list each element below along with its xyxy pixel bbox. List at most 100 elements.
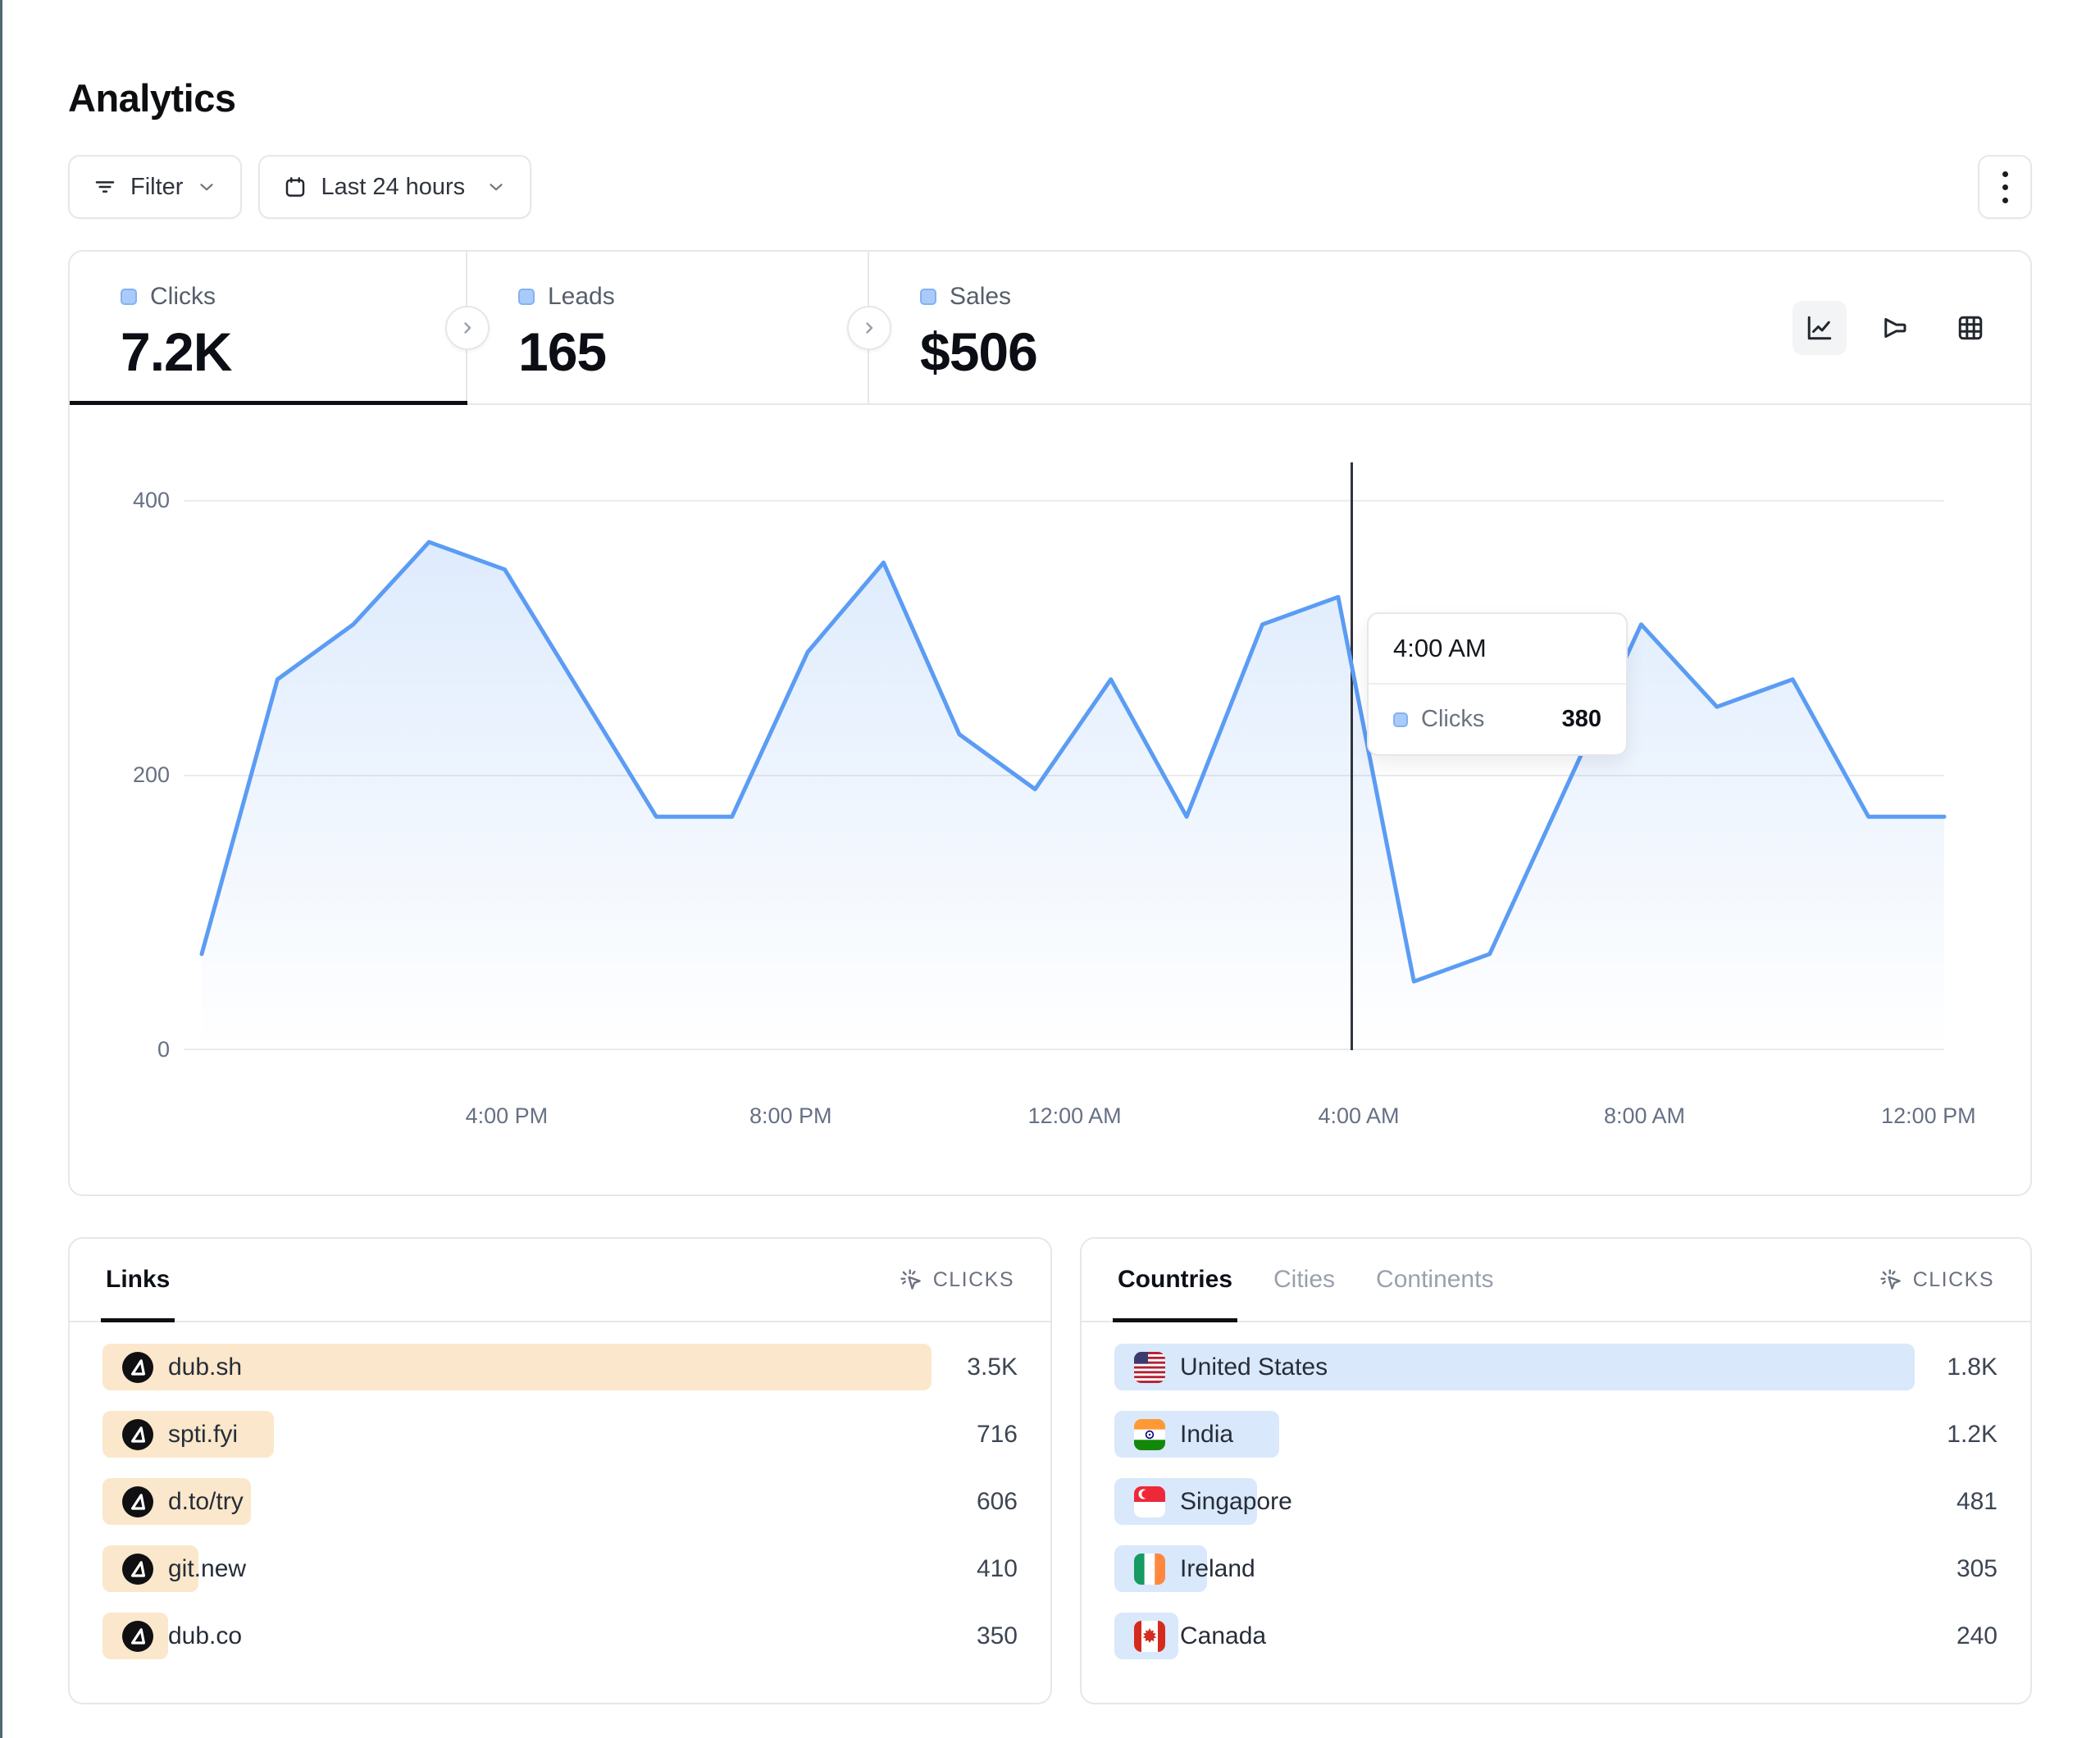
kebab-dot [2002,197,2008,203]
y-tick-label: 400 [132,487,170,512]
x-tick-label: 12:00 AM [1027,1103,1122,1128]
link-row[interactable]: d.to/try 606 [102,1478,1018,1525]
country-row[interactable]: Singapore 481 [1114,1478,1998,1525]
window-edge-accent [0,0,2,1738]
row-label: Ireland [1180,1554,1255,1582]
row-label: India [1180,1420,1234,1448]
row-label: Canada [1180,1622,1267,1649]
expand-leads-chevron-button[interactable] [847,306,891,350]
links-metric-selector[interactable]: CLICKS [899,1239,1014,1321]
funnel-chart-toggle-button[interactable] [1868,301,1922,355]
dub-logo-icon [122,1485,153,1517]
table-view-toggle-button[interactable] [1943,301,1998,355]
row-label: git.new [168,1554,247,1582]
date-range-button[interactable]: Last 24 hours [258,155,532,219]
cursor-click-icon [1879,1267,1903,1292]
plot-area[interactable] [184,462,1947,1050]
tab-sales[interactable]: Sales $506 [869,252,1271,403]
y-axis-labels: 0 200 400 [70,462,170,1062]
row-label: dub.co [168,1622,243,1649]
tab-leads-value: 165 [518,321,607,382]
tab-sales-value: $506 [920,321,1038,382]
stats-tabstrip: Clicks 7.2K Leads 165 Sales $506 [70,252,2030,405]
row-value: 410 [976,1554,1018,1582]
x-tick-label: 4:00 AM [1318,1103,1400,1128]
link-row[interactable]: dub.co 350 [102,1613,1018,1659]
dub-logo-icon [122,1351,153,1383]
geo-panel-header: Countries Cities Continents CLICKS [1082,1239,2030,1322]
filter-button[interactable]: Filter [68,155,243,219]
row-value: 1.2K [1947,1420,1998,1448]
in-flag-icon [1134,1418,1165,1450]
row-label: United States [1180,1353,1328,1381]
geo-metric-label: CLICKS [1912,1267,1994,1291]
links-metric-label: CLICKS [932,1267,1014,1291]
tab-clicks-value: 7.2K [121,321,232,382]
row-value: 3.5K [967,1353,1018,1381]
row-value: 240 [1956,1622,1998,1649]
tab-clicks[interactable]: Clicks 7.2K [70,252,467,405]
tooltip-series-label: Clicks [1421,706,1485,732]
row-label: dub.sh [168,1353,243,1381]
geo-rows: United States 1.8K India 1.2K Singapore 481 Ir… [1082,1322,2030,1659]
y-tick-label: 200 [132,762,170,787]
dub-logo-icon [122,1418,153,1450]
row-value: 350 [976,1622,1018,1649]
tooltip-legend-square [1393,712,1408,727]
tab-leads[interactable]: Leads 165 [467,252,869,403]
chart-canvas [184,462,1947,1050]
line-chart-toggle-button[interactable] [1793,300,1847,355]
geo-panel: Countries Cities Continents CLICKS United … [1080,1237,2032,1704]
geo-metric-selector[interactable]: CLICKS [1879,1239,1994,1321]
kebab-dot [2002,184,2008,190]
sales-legend-square [920,289,936,305]
row-value: 606 [976,1487,1018,1515]
x-axis-labels: 4:00 PM 8:00 PM 12:00 AM 4:00 AM 8:00 AM 12:0… [184,1103,1976,1136]
row-label: spti.fyi [168,1420,239,1448]
row-value: 481 [1956,1487,1998,1515]
leads-legend-square [518,289,535,305]
country-row[interactable]: Canada 240 [1114,1613,1998,1659]
kebab-dot [2002,171,2008,177]
chart-tooltip: 4:00 AM Clicks 380 [1367,612,1628,756]
page-title: Analytics [68,76,236,120]
sg-flag-icon [1134,1485,1165,1517]
tab-links[interactable]: Links [100,1239,175,1322]
tab-cities[interactable]: Cities [1273,1266,1336,1293]
more-options-button[interactable] [1978,155,2032,219]
ca-flag-icon [1134,1620,1165,1652]
analytics-card: Clicks 7.2K Leads 165 Sales $506 [68,250,2032,1196]
tooltip-time: 4:00 AM [1369,614,1626,685]
chevron-down-icon [196,176,217,198]
row-label: d.to/try [168,1487,244,1515]
tab-clicks-label: Clicks [150,283,216,310]
row-bar [102,1344,932,1390]
country-row[interactable]: India 1.2K [1114,1411,1998,1458]
toolbar: Filter Last 24 hours [68,155,2032,219]
dub-logo-icon [122,1620,153,1652]
analytics-page: Analytics Filter Last 24 hours [68,0,2032,1704]
links-panel: Links CLICKS dub.sh 3.5K spti.fyi 716 d.to/t… [68,1237,1052,1704]
expand-clicks-chevron-button[interactable] [445,306,490,350]
link-row[interactable]: spti.fyi 716 [102,1411,1018,1458]
links-rows: dub.sh 3.5K spti.fyi 716 d.to/try 606 git.new 4… [70,1322,1050,1659]
row-value: 305 [1956,1554,1998,1582]
tab-countries[interactable]: Countries [1112,1239,1238,1322]
y-tick-label: 0 [157,1037,170,1062]
row-value: 1.8K [1947,1353,1998,1381]
ie-flag-icon [1134,1553,1165,1585]
x-tick-label: 8:00 PM [749,1103,832,1128]
clicks-timeseries-chart[interactable]: 0 200 400 4:00 PM 8:00 PM 12:00 AM 4:00 AM 8:0… [70,405,2030,1193]
x-tick-label: 12:00 PM [1881,1103,1976,1128]
row-label: Singapore [1180,1487,1292,1515]
active-tab-underline [70,401,467,405]
link-row[interactable]: dub.sh 3.5K [102,1344,1018,1390]
x-tick-label: 8:00 AM [1603,1103,1686,1128]
row-bar [1114,1344,1915,1390]
country-row[interactable]: United States 1.8K [1114,1344,1998,1390]
tab-continents[interactable]: Continents [1376,1266,1494,1293]
country-row[interactable]: Ireland 305 [1114,1545,1998,1592]
link-row[interactable]: git.new 410 [102,1545,1018,1592]
breakdown-panels: Links CLICKS dub.sh 3.5K spti.fyi 716 d.to/t… [68,1237,2032,1704]
chevron-down-icon [485,176,507,198]
